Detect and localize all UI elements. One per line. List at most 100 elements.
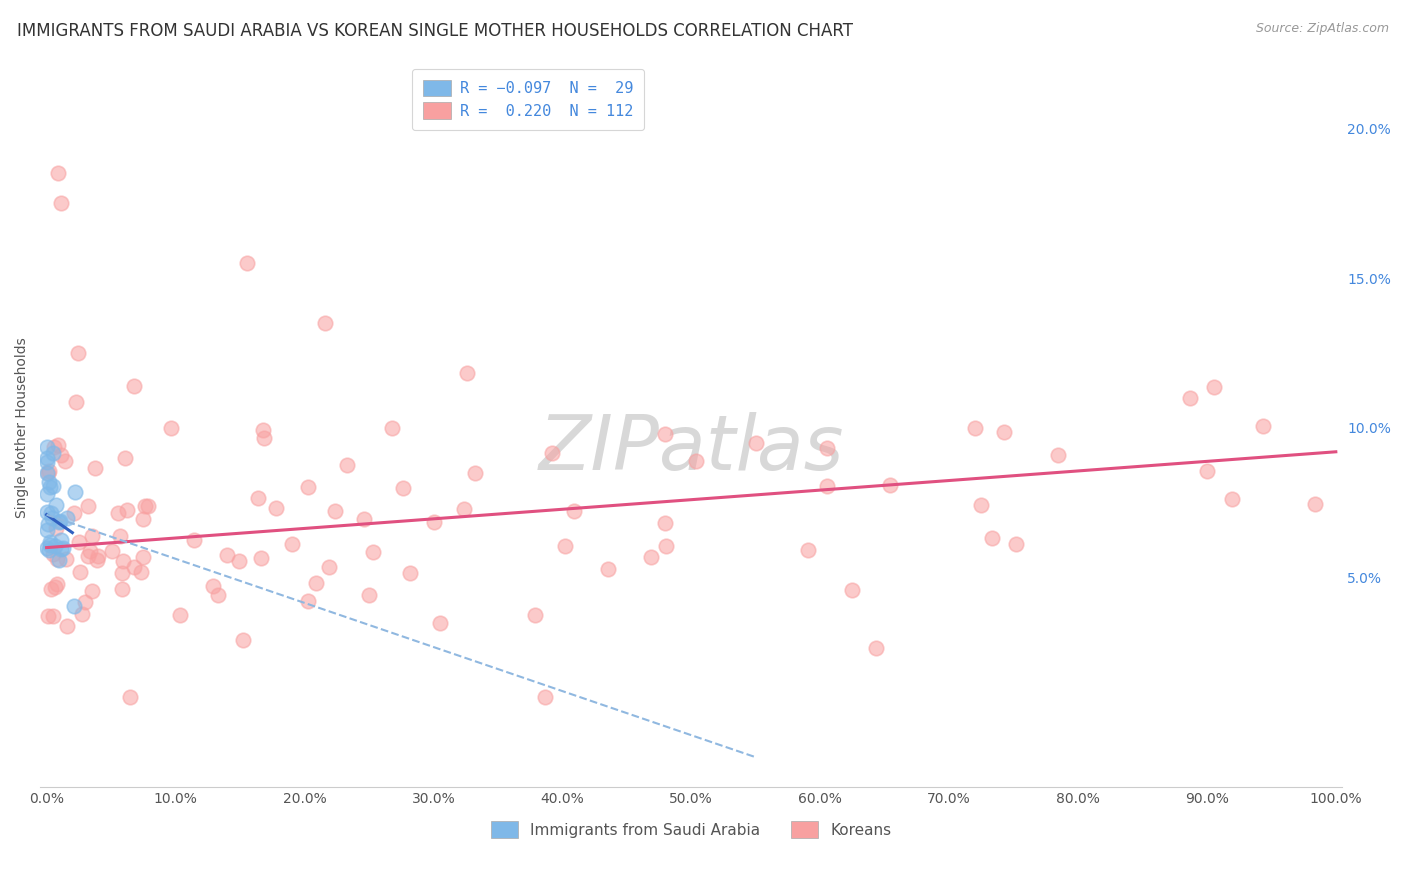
Point <box>122 378 145 392</box>
Point <box>963 421 986 435</box>
Point <box>48 553 70 567</box>
Point <box>70 607 93 621</box>
Point <box>76 500 98 514</box>
Point <box>314 316 336 330</box>
Point <box>35 505 58 519</box>
Point <box>48 438 70 452</box>
Point <box>37 608 59 623</box>
Point <box>250 550 273 565</box>
Point <box>35 455 58 469</box>
Point <box>246 491 269 505</box>
Point <box>353 511 375 525</box>
Point <box>56 510 79 524</box>
Point <box>122 559 145 574</box>
Point <box>1047 448 1070 462</box>
Point <box>554 539 576 553</box>
Text: IMMIGRANTS FROM SAUDI ARABIA VS KOREAN SINGLE MOTHER HOUSEHOLDS CORRELATION CHAR: IMMIGRANTS FROM SAUDI ARABIA VS KOREAN S… <box>17 22 853 40</box>
Point <box>654 427 676 442</box>
Point <box>39 538 62 552</box>
Point <box>1195 464 1218 478</box>
Point <box>35 450 58 465</box>
Point <box>38 475 60 489</box>
Point <box>41 479 63 493</box>
Point <box>35 487 58 501</box>
Point <box>183 533 205 547</box>
Point <box>77 549 100 564</box>
Point <box>44 539 66 553</box>
Point <box>69 565 91 579</box>
Point <box>297 594 319 608</box>
Point <box>318 560 340 574</box>
Point <box>49 533 72 547</box>
Point <box>159 421 181 435</box>
Point <box>35 441 58 455</box>
Point <box>132 550 155 565</box>
Point <box>84 461 107 475</box>
Point <box>169 608 191 623</box>
Point <box>815 479 838 493</box>
Point <box>297 479 319 493</box>
Point <box>1178 391 1201 405</box>
Point <box>1251 419 1274 434</box>
Point <box>46 577 69 591</box>
Point <box>797 543 820 558</box>
Text: ZIPatlas: ZIPatlas <box>538 412 844 486</box>
Point <box>131 565 153 579</box>
Point <box>429 616 451 631</box>
Point <box>305 576 328 591</box>
Point <box>35 523 58 537</box>
Point <box>1303 497 1326 511</box>
Text: Source: ZipAtlas.com: Source: ZipAtlas.com <box>1256 22 1389 36</box>
Point <box>87 549 110 563</box>
Point <box>63 506 86 520</box>
Point <box>49 196 72 211</box>
Point <box>562 503 585 517</box>
Point <box>253 431 276 445</box>
Point <box>63 485 86 500</box>
Point <box>541 446 564 460</box>
Point <box>841 582 863 597</box>
Point <box>392 481 415 495</box>
Point <box>37 466 59 480</box>
Point <box>1005 537 1028 551</box>
Point <box>56 619 79 633</box>
Point <box>46 166 69 180</box>
Point <box>111 582 134 597</box>
Point <box>51 541 73 556</box>
Point <box>815 441 838 455</box>
Point <box>66 346 89 360</box>
Point <box>41 445 63 459</box>
Point <box>55 551 77 566</box>
Point <box>136 499 159 513</box>
Point <box>39 480 62 494</box>
Point <box>228 554 250 568</box>
Point <box>970 498 993 512</box>
Point <box>45 521 67 535</box>
Point <box>264 501 287 516</box>
Point <box>456 366 478 380</box>
Point <box>115 503 138 517</box>
Point <box>39 506 62 520</box>
Point <box>42 547 65 561</box>
Point <box>38 542 60 557</box>
Point <box>464 466 486 480</box>
Point <box>399 566 422 580</box>
Point <box>453 501 475 516</box>
Legend: Immigrants from Saudi Arabia, Koreans: Immigrants from Saudi Arabia, Koreans <box>485 815 898 844</box>
Point <box>49 448 72 462</box>
Point <box>132 512 155 526</box>
Point <box>1220 492 1243 507</box>
Point <box>107 506 129 520</box>
Point <box>640 550 662 565</box>
Point <box>865 640 887 655</box>
Point <box>44 441 66 455</box>
Point <box>381 421 404 435</box>
Point <box>993 425 1015 439</box>
Point <box>86 553 108 567</box>
Point <box>654 539 676 553</box>
Point <box>120 690 142 705</box>
Point <box>361 544 384 558</box>
Point <box>112 553 135 567</box>
Point <box>134 499 156 513</box>
Point <box>35 466 58 480</box>
